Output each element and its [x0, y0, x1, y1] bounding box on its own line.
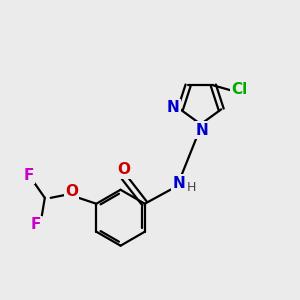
Text: N: N: [196, 123, 208, 138]
Text: Cl: Cl: [231, 82, 247, 97]
Text: O: O: [118, 162, 131, 177]
Text: N: N: [172, 176, 185, 190]
Text: O: O: [65, 184, 78, 199]
Text: N: N: [167, 100, 179, 116]
Text: F: F: [23, 168, 34, 183]
Text: H: H: [187, 181, 196, 194]
Text: F: F: [31, 217, 41, 232]
